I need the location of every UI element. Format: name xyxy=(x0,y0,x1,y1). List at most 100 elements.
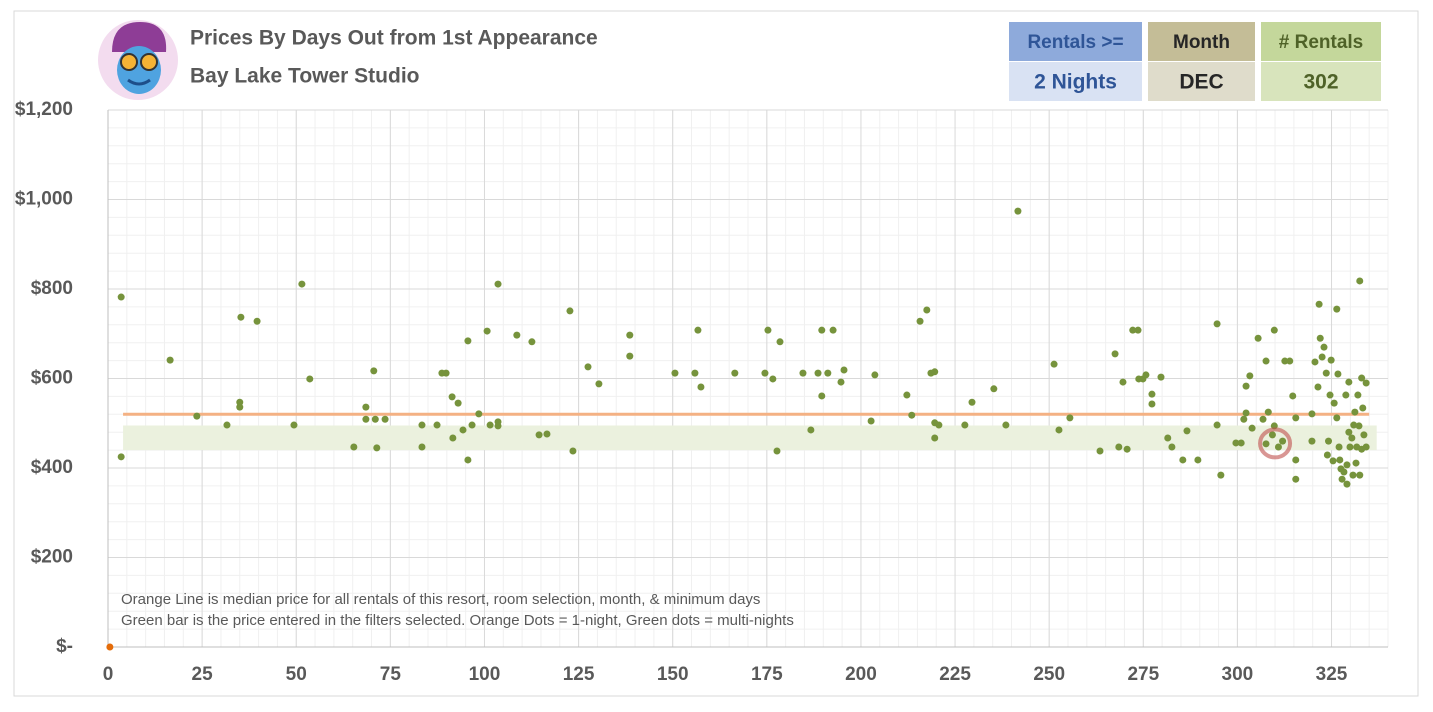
point xyxy=(1359,404,1367,412)
point xyxy=(961,421,969,429)
x-tick-label: 75 xyxy=(380,664,402,685)
x-tick-label: 200 xyxy=(845,664,877,685)
point xyxy=(253,317,261,325)
point xyxy=(1183,427,1191,435)
point xyxy=(1119,378,1127,386)
point xyxy=(1318,353,1326,361)
point xyxy=(829,326,837,334)
point xyxy=(626,331,634,339)
filter-value-box xyxy=(1148,62,1255,101)
point xyxy=(697,383,705,391)
filter-header xyxy=(1009,22,1142,61)
point xyxy=(1194,456,1202,464)
note: Green bar is the price entered in the fi… xyxy=(121,612,794,629)
x-tick-label: 0 xyxy=(103,664,114,685)
point xyxy=(1315,300,1323,308)
x-tick-label: 325 xyxy=(1316,664,1348,685)
point xyxy=(117,293,125,301)
point xyxy=(776,338,784,346)
point xyxy=(1270,326,1278,334)
x-tick-label: 25 xyxy=(192,664,214,685)
chart-border xyxy=(13,10,1419,697)
point xyxy=(968,398,976,406)
point xyxy=(193,412,201,420)
point xyxy=(290,421,298,429)
point xyxy=(1314,383,1322,391)
filter-label: # Rentals xyxy=(1279,32,1363,53)
point xyxy=(494,280,502,288)
filter-label: Rentals >= xyxy=(1027,32,1123,53)
point xyxy=(475,410,483,418)
point xyxy=(1254,334,1262,342)
point xyxy=(1066,414,1074,422)
point xyxy=(1142,371,1150,379)
point xyxy=(691,369,699,377)
point xyxy=(494,422,502,430)
point xyxy=(1129,326,1137,334)
point xyxy=(418,443,426,451)
point xyxy=(807,426,815,434)
y-tick-label: $800 xyxy=(31,278,73,299)
point xyxy=(1325,437,1333,445)
point xyxy=(1148,390,1156,398)
point xyxy=(931,368,939,376)
point xyxy=(626,352,634,360)
point xyxy=(1232,439,1240,447)
point xyxy=(799,369,807,377)
point xyxy=(1343,480,1351,488)
point xyxy=(1316,334,1324,342)
filter-header xyxy=(1148,22,1255,61)
point xyxy=(1362,379,1370,387)
filter-value: 2 Nights xyxy=(1034,71,1117,94)
point xyxy=(1340,468,1348,476)
point xyxy=(1355,422,1363,430)
point xyxy=(1096,447,1104,455)
point xyxy=(306,375,314,383)
x-tick-label: 50 xyxy=(286,664,307,685)
point xyxy=(373,444,381,452)
point xyxy=(1164,434,1172,442)
filter-header xyxy=(1261,22,1381,61)
note: Orange Line is median price for all rent… xyxy=(121,591,760,608)
point xyxy=(1342,391,1350,399)
point xyxy=(1362,443,1370,451)
point xyxy=(106,643,114,651)
point xyxy=(1281,357,1289,365)
point xyxy=(1329,457,1337,465)
point xyxy=(454,399,462,407)
point xyxy=(1134,326,1142,334)
x-tick-label: 175 xyxy=(751,664,783,685)
point xyxy=(370,367,378,375)
x-tick-label: 300 xyxy=(1222,664,1254,685)
point xyxy=(1308,410,1316,418)
point xyxy=(1323,451,1331,459)
point xyxy=(1335,443,1343,451)
point xyxy=(1358,374,1366,382)
point xyxy=(931,434,939,442)
point xyxy=(837,378,845,386)
point xyxy=(1246,372,1254,380)
point xyxy=(1354,391,1362,399)
point xyxy=(298,280,306,288)
point xyxy=(1292,414,1300,422)
point xyxy=(117,453,125,461)
x-tick-label: 150 xyxy=(657,664,689,685)
point xyxy=(595,380,603,388)
point xyxy=(459,426,467,434)
point xyxy=(1115,443,1123,451)
point xyxy=(1345,428,1353,436)
x-tick-label: 250 xyxy=(1033,664,1065,685)
point xyxy=(464,337,472,345)
point xyxy=(1330,399,1338,407)
point xyxy=(1055,426,1063,434)
point xyxy=(1213,421,1221,429)
point xyxy=(731,369,739,377)
point xyxy=(1262,357,1270,365)
point xyxy=(1279,437,1287,445)
point xyxy=(1333,305,1341,313)
subtitle: Bay Lake Tower Studio xyxy=(190,65,420,88)
point xyxy=(223,421,231,429)
point xyxy=(761,369,769,377)
point xyxy=(1356,277,1364,285)
